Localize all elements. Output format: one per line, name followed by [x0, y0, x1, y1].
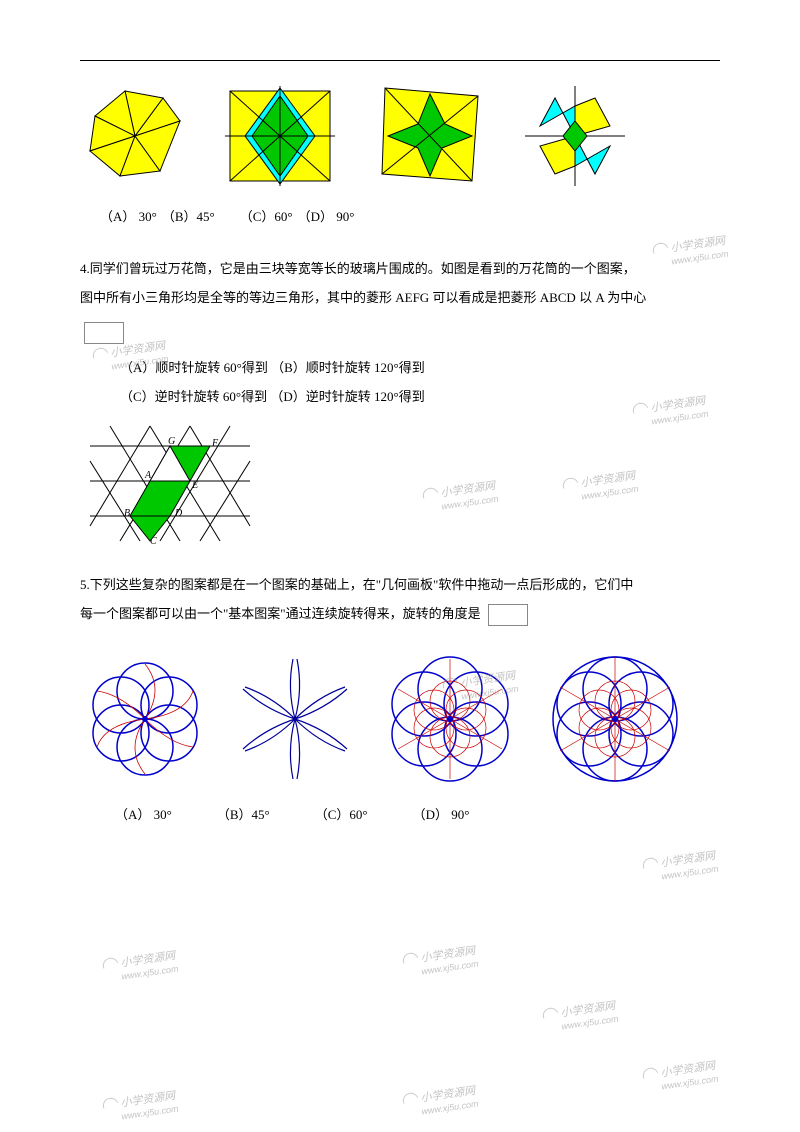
q4-options: （A）顺时针旋转 60°得到 （B）顺时针旋转 120°得到 （C）逆时针旋转 … [120, 354, 720, 411]
watermark-item: 小学资源网www.xj5u.com [538, 995, 619, 1035]
page-top-rule [80, 60, 720, 61]
label-F: F [211, 438, 219, 449]
q5-figure-4 [545, 649, 685, 789]
q3-figure-a [80, 81, 190, 191]
watermark-item: 小学资源网www.xj5u.com [98, 1085, 179, 1125]
q4-opt-a: （A）顺时针旋转 60°得到 [120, 360, 268, 375]
watermark-item: 小学资源网www.xj5u.com [398, 1080, 479, 1120]
label-A: A [144, 470, 152, 481]
q5-line1: 5.下列这些复杂的图案都是在一个图案的基础上，在"几何画板"软件中拖动一点后形成… [80, 577, 633, 592]
q4-opt-c: （C）逆时针旋转 60°得到 [120, 389, 267, 404]
q5-answer-box [488, 604, 528, 626]
q4-text: 4.同学们曾玩过万花筒，它是由三块等宽等长的玻璃片围成的。如图是看到的万花筒的一… [80, 255, 720, 312]
q4-line1: 4.同学们曾玩过万花筒，它是由三块等宽等长的玻璃片围成的。如图是看到的万花筒的一… [80, 261, 636, 276]
watermark-item: 小学资源网www.xj5u.com [558, 465, 639, 505]
q3-figure-d [520, 81, 630, 191]
watermark-item: 小学资源网www.xj5u.com [398, 940, 479, 980]
q5-figure-2 [235, 654, 355, 784]
q4-answer-box [80, 322, 720, 344]
q5-line2: 每一个图案都可以由一个"基本图案"通过连续旋转得来，旋转的角度是 [80, 606, 481, 621]
q3-figures [80, 81, 720, 191]
watermark-item: 小学资源网www.xj5u.com [98, 945, 179, 985]
q5-opt-a: （A） 30° [115, 804, 172, 823]
q5-options: （A） 30° （B）45° （C）60° （D） 90° [115, 804, 720, 823]
watermark-item: 小学资源网www.xj5u.com [638, 845, 719, 885]
watermark-item: 小学资源网www.xj5u.com [638, 1055, 719, 1095]
q3-opt-d: （D） 90° [298, 206, 355, 225]
label-B: B [124, 508, 130, 519]
q5-opt-b: （B）45° [217, 804, 270, 823]
label-C: C [150, 536, 157, 546]
watermark-item: 小学资源网www.xj5u.com [418, 475, 499, 515]
q4-figure: A B C D E F G [80, 416, 260, 546]
q5-figures [80, 649, 720, 789]
q5-opt-c: （C）60° [315, 804, 368, 823]
label-G: G [168, 436, 175, 447]
label-E: E [191, 480, 198, 491]
q4-opt-d: （D）逆时针旋转 120°得到 [270, 389, 424, 404]
q3-figure-b [220, 81, 340, 191]
label-D: D [174, 508, 183, 519]
q4-line2: 图中所有小三角形均是全等的等边三角形，其中的菱形 AEFG 可以看成是把菱形 A… [80, 290, 646, 305]
q3-options: （A） 30° （B）45° （C）60° （D） 90° [100, 206, 720, 225]
q5-opt-d: （D） 90° [413, 804, 470, 823]
q3-opt-b: （B）45° [162, 206, 215, 225]
q3-opt-c: （C）60° [240, 206, 293, 225]
q5-figure-1 [80, 654, 210, 784]
q3-opt-a: （A） 30° [100, 206, 157, 225]
q5-text: 5.下列这些复杂的图案都是在一个图案的基础上，在"几何画板"软件中拖动一点后形成… [80, 571, 720, 628]
q4-opt-b: （B）顺时针旋转 120°得到 [271, 360, 425, 375]
q3-figure-c [370, 81, 490, 191]
q5-figure-3 [380, 649, 520, 789]
